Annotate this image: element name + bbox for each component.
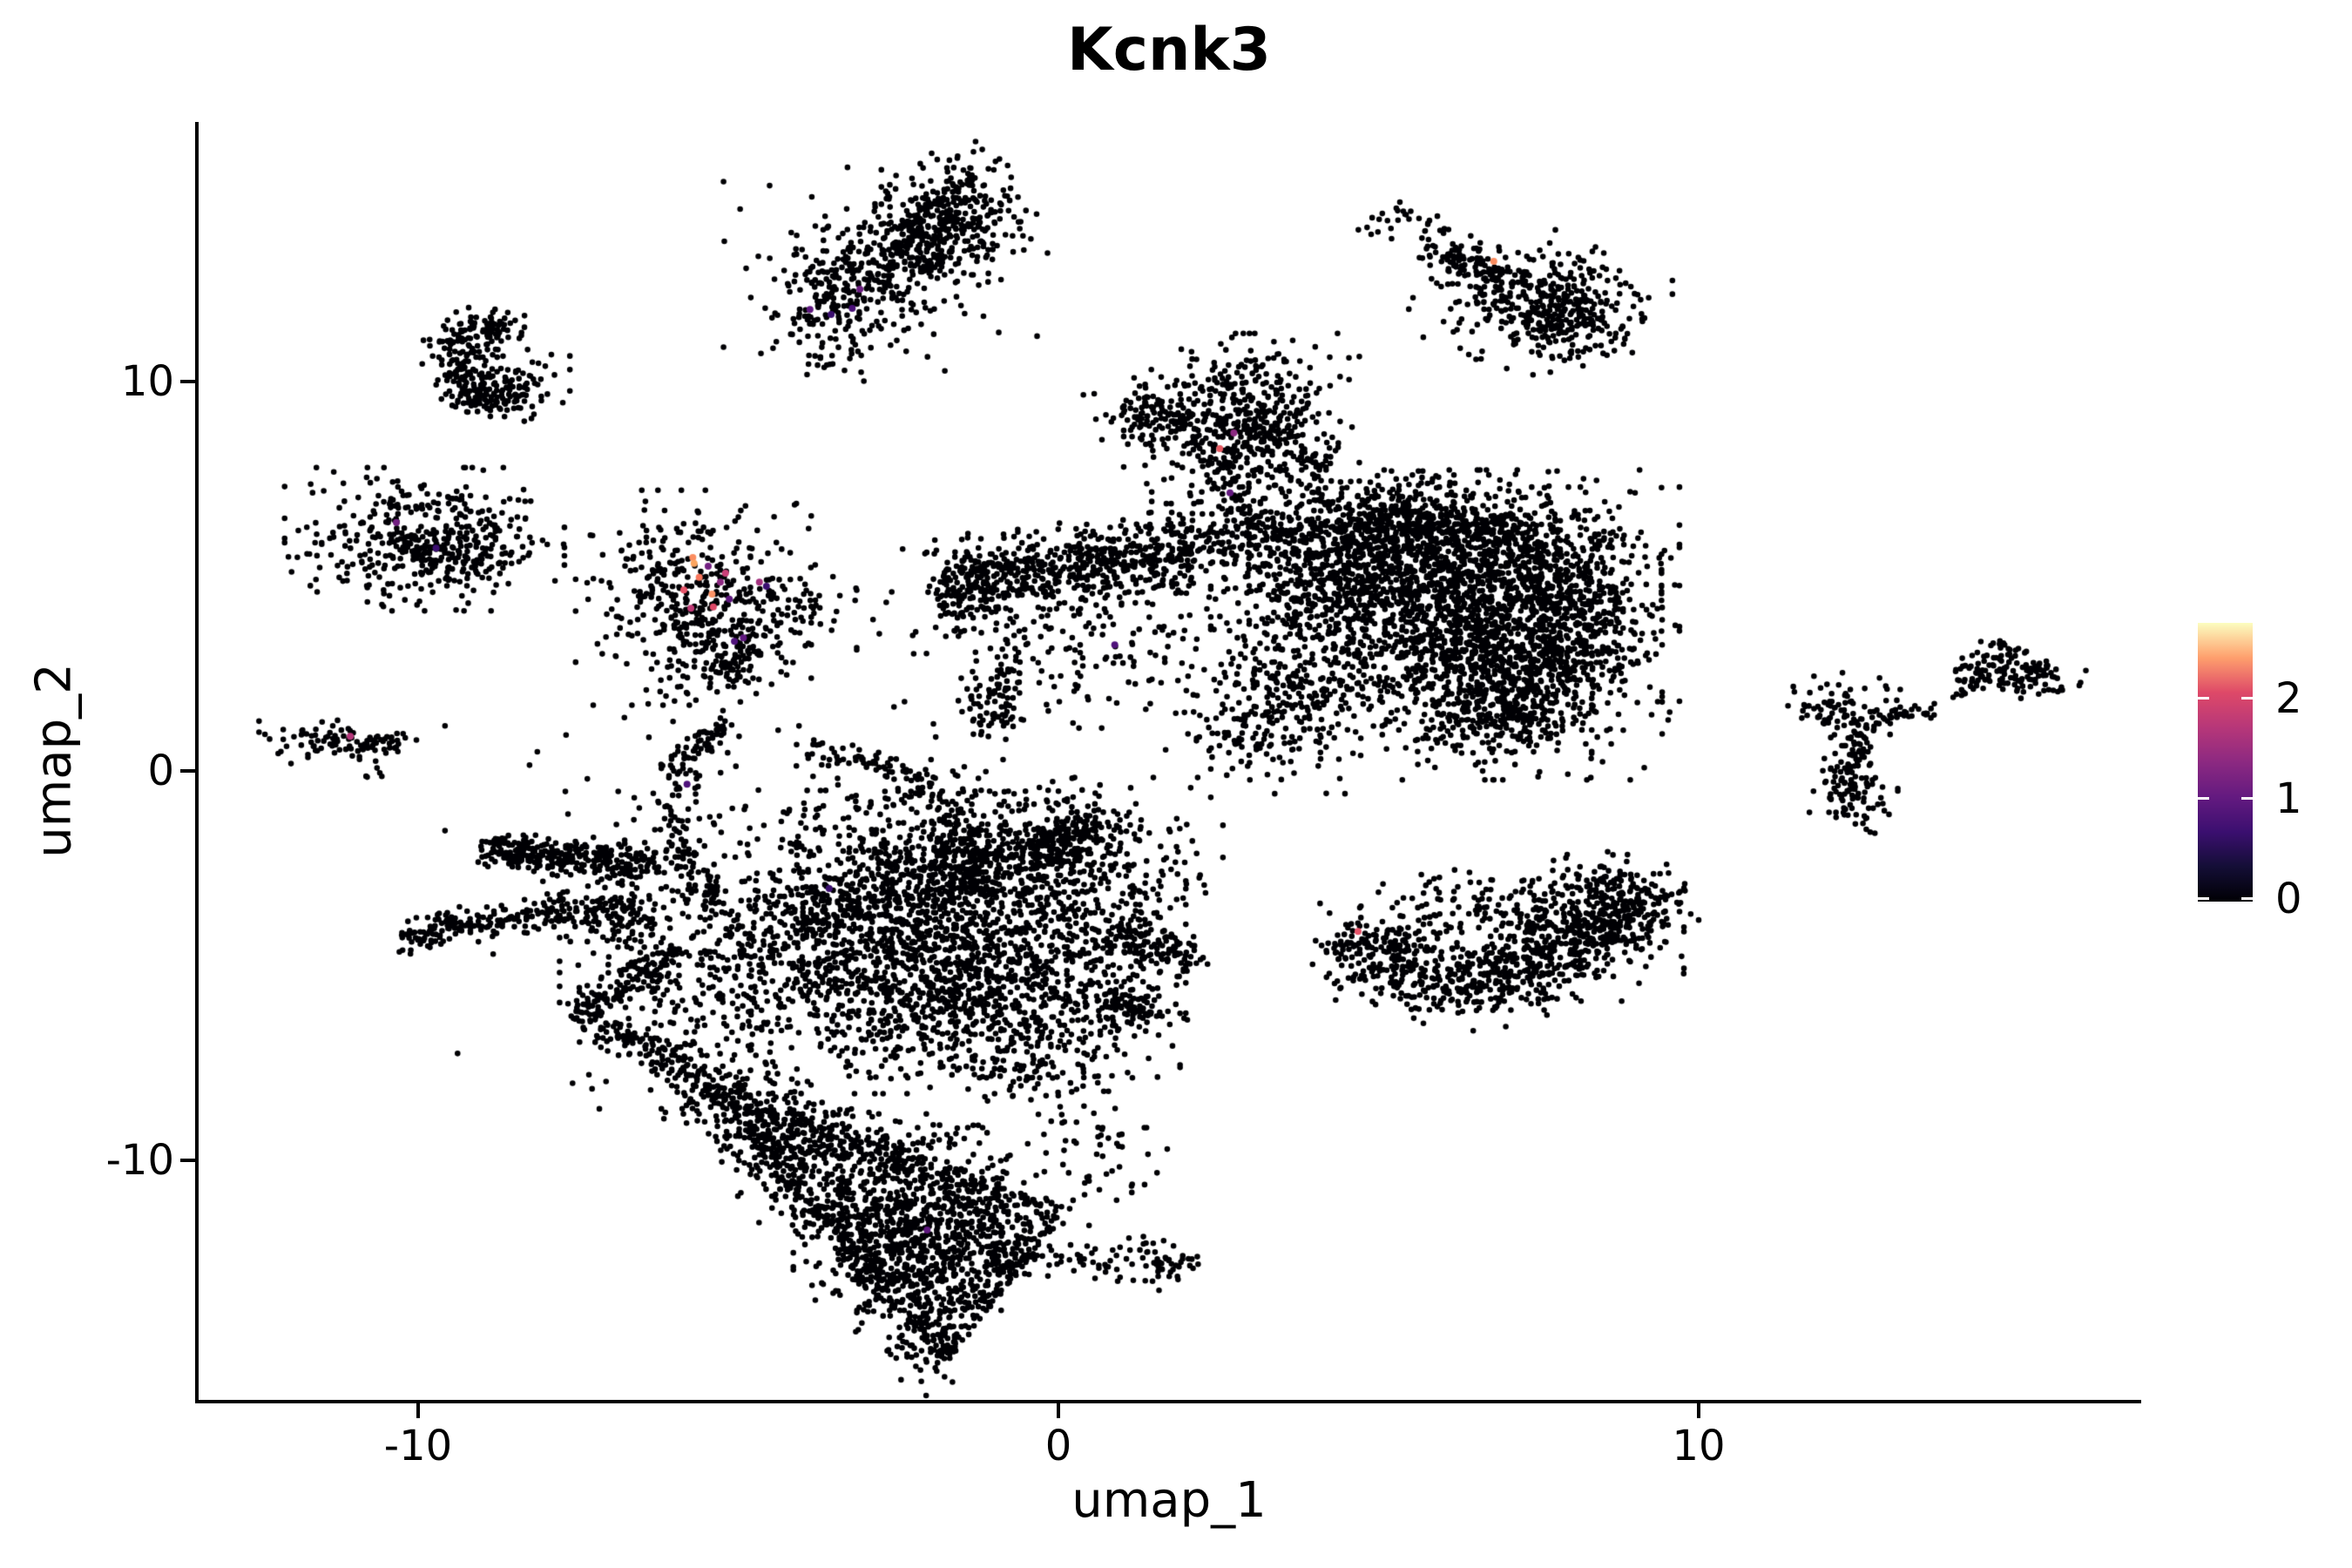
colorbar-tick-label: 2 xyxy=(2275,674,2302,723)
y-tick-label: -10 xyxy=(105,1136,174,1185)
y-tick-mark xyxy=(180,1159,195,1162)
colorbar-tick-label: 1 xyxy=(2275,774,2302,823)
plot-title: Kcnk3 xyxy=(1067,16,1271,84)
y-tick-label: 10 xyxy=(120,357,174,406)
colorbar-tick-mark xyxy=(2241,897,2253,900)
y-tick-mark xyxy=(180,380,195,383)
x-axis-label: umap_1 xyxy=(1071,1472,1267,1529)
colorbar-tick-mark xyxy=(2198,697,2209,700)
colorbar-tick-label: 0 xyxy=(2275,875,2302,923)
colorbar xyxy=(2198,623,2253,902)
y-tick-mark xyxy=(180,769,195,773)
x-tick-mark xyxy=(1057,1403,1060,1418)
x-tick-label: -10 xyxy=(383,1422,453,1470)
colorbar-tick-mark xyxy=(2241,697,2253,700)
colorbar-tick-mark xyxy=(2198,797,2209,800)
x-tick-label: 0 xyxy=(1044,1422,1072,1470)
x-tick-mark xyxy=(1697,1403,1700,1418)
y-axis-line xyxy=(195,122,199,1403)
colorbar-gradient xyxy=(2198,623,2253,902)
x-axis-line xyxy=(195,1400,2141,1403)
colorbar-tick-mark xyxy=(2241,797,2253,800)
x-tick-label: 10 xyxy=(1672,1422,1726,1470)
x-tick-mark xyxy=(416,1403,420,1418)
colorbar-tick-mark xyxy=(2198,897,2209,900)
y-tick-label: 0 xyxy=(147,747,174,795)
y-axis-label: umap_2 xyxy=(25,663,83,858)
